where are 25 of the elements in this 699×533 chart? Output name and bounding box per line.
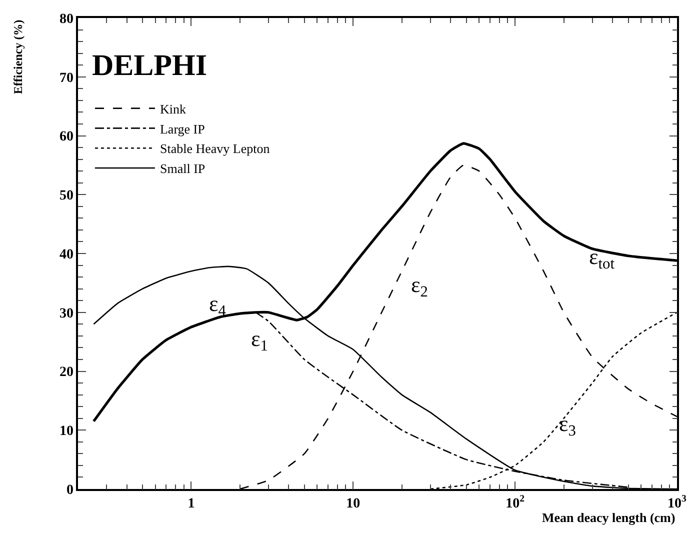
x-tick-label: 10 [346, 496, 360, 512]
y-axis-title: Efficiency (%) [11, 20, 26, 94]
y-tick-label: 30 [59, 306, 74, 322]
x-tick-label: 10$^{3}$ [668, 494, 687, 512]
y-tick-label: 20 [59, 365, 74, 380]
y-tick-label: 60 [59, 130, 74, 145]
annotation: ε$_{tot}$ [589, 244, 616, 273]
annotation: DELPHI [92, 49, 208, 82]
x-tick-label: 1 [188, 496, 195, 512]
x-tick-label: 10$^{2}$ [506, 494, 525, 512]
legend-label: Small IP [160, 161, 206, 176]
y-tick-label: 40 [59, 247, 74, 262]
annotation: ε$_{1}$ [251, 326, 268, 355]
annotation: ε$_{3}$ [559, 411, 576, 440]
legend-label: Stable Heavy Lepton [160, 141, 270, 156]
legend-label: Large IP [160, 121, 205, 136]
y-tick-label: 80 [59, 12, 74, 27]
legend-label: Kink [160, 101, 186, 116]
y-tick-label: 10 [59, 424, 74, 440]
y-tick-label: 70 [59, 70, 74, 86]
x-axis-title: Mean deacy length (cm) [542, 510, 676, 525]
annotation: ε$_{4}$ [209, 291, 226, 320]
y-tick-label: 0 [66, 482, 74, 498]
y-tick-label: 50 [59, 188, 74, 204]
annotation: ε$_{2}$ [411, 272, 428, 301]
